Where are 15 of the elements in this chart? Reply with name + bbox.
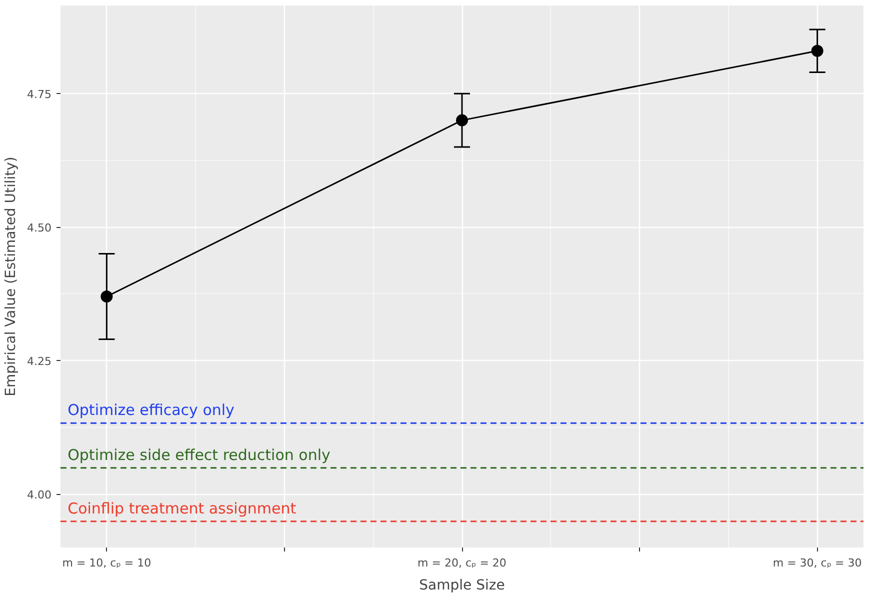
x-tick-label: m = 20, cₚ = 20 [418, 556, 506, 570]
y-axis-title: Empirical Value (Estimated Utility) [3, 156, 20, 396]
y-tick-label: 4.75 [27, 88, 52, 102]
point [456, 114, 468, 126]
y-tick-label: 4.25 [27, 355, 52, 368]
x-tick-label: m = 30, cₚ = 30 [772, 556, 862, 570]
y-tick-label: 4.00 [27, 488, 52, 502]
x-axis-title: Sample Size [419, 578, 505, 594]
y-tick-label: 4.50 [27, 222, 52, 235]
ref-line-label: Coinflip treatment assignment [68, 499, 296, 518]
point [811, 44, 824, 57]
point [100, 290, 113, 303]
ref-line-label: Optimize efficacy only [68, 401, 235, 420]
x-tick-label: m = 10, cₚ = 10 [62, 556, 152, 570]
ref-line-label: Optimize side effect reduction only [68, 446, 331, 464]
